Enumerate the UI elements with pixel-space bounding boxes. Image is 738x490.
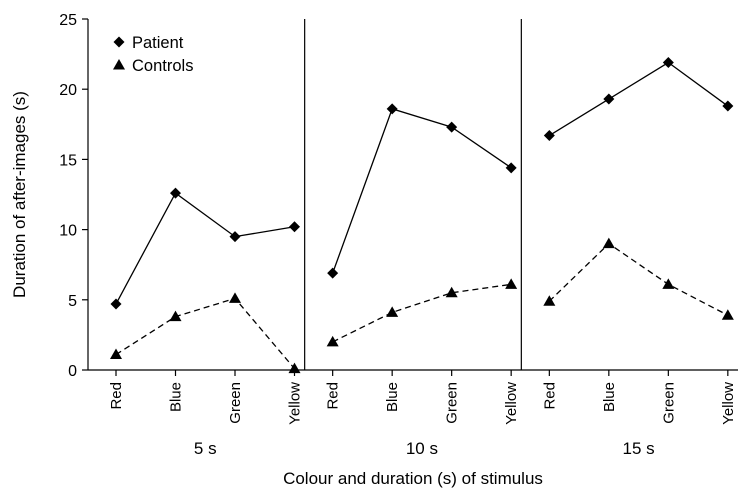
category-label-1-2: Green xyxy=(444,382,461,424)
category-label-0-0: Red xyxy=(108,382,125,410)
y-tick-label-0: 0 xyxy=(68,363,77,380)
series-patient xyxy=(110,57,734,310)
category-label-2-0: Red xyxy=(541,382,558,410)
point-controls-2-2 xyxy=(662,278,675,289)
series-layer xyxy=(110,57,734,374)
point-controls-0-2 xyxy=(229,292,241,303)
point-controls-0-0 xyxy=(110,348,122,360)
series-line-controls-2 xyxy=(548,242,729,316)
category-label-1-1: Blue xyxy=(384,382,401,412)
point-controls-0-3 xyxy=(288,362,301,374)
y-tick-label-4: 20 xyxy=(59,82,77,99)
legend-label-controls: Controls xyxy=(132,57,193,75)
point-patient-1-1 xyxy=(386,103,398,115)
point-patient-2-2 xyxy=(662,57,674,69)
point-patient-1-2 xyxy=(446,121,458,133)
category-label-2-1: Blue xyxy=(601,382,618,412)
y-tick-label-2: 10 xyxy=(59,223,77,240)
category-label-2-3: Yellow xyxy=(720,382,737,425)
category-label-0-2: Green xyxy=(227,382,244,424)
y-axis-title: Duration of after-images (s) xyxy=(10,91,29,298)
group-label-2: 15 s xyxy=(623,439,655,458)
point-patient-0-0 xyxy=(110,298,122,310)
series-line-controls-0 xyxy=(115,297,295,370)
point-controls-1-3 xyxy=(505,278,518,289)
category-label-2-2: Green xyxy=(660,382,677,424)
category-label-1-3: Yellow xyxy=(503,382,520,425)
y-tick-label-3: 15 xyxy=(59,152,77,169)
point-patient-2-3 xyxy=(722,100,734,112)
point-patient-1-0 xyxy=(327,267,339,279)
category-label-0-1: Blue xyxy=(168,382,185,412)
legend: Patient Controls xyxy=(113,34,193,75)
y-tick-label-1: 5 xyxy=(68,293,77,310)
point-controls-1-1 xyxy=(386,306,399,317)
point-controls-0-1 xyxy=(169,310,182,322)
legend-marker-patient xyxy=(113,36,125,48)
point-controls-2-1 xyxy=(602,237,615,249)
series-controls xyxy=(110,237,734,374)
point-patient-2-0 xyxy=(543,130,555,142)
series-line-controls-1 xyxy=(332,283,512,343)
x-axis-title: Colour and duration (s) of stimulus xyxy=(283,469,543,488)
point-patient-0-2 xyxy=(229,231,241,243)
series-line-patient-1 xyxy=(332,108,512,274)
point-patient-2-1 xyxy=(603,93,615,105)
point-patient-1-3 xyxy=(505,162,517,174)
point-controls-2-3 xyxy=(721,309,734,320)
labels-layer: 0 5 10 15 20 25 Red Blue Green Yellow 5 s Red Blue Gr… xyxy=(59,12,737,458)
legend-label-patient: Patient xyxy=(132,34,184,52)
point-controls-1-0 xyxy=(326,335,339,347)
group-label-1: 10 s xyxy=(406,439,438,458)
series-line-patient-2 xyxy=(548,61,729,137)
category-label-1-0: Red xyxy=(325,382,342,410)
legend-marker-controls xyxy=(113,59,125,70)
point-controls-1-2 xyxy=(445,286,458,298)
y-tick-label-5: 25 xyxy=(59,12,77,29)
series-line-patient-0 xyxy=(115,192,295,305)
point-controls-2-0 xyxy=(543,295,556,306)
group-label-0: 5 s xyxy=(194,439,217,458)
point-patient-0-3 xyxy=(289,221,300,233)
category-label-0-3: Yellow xyxy=(287,382,304,425)
point-patient-0-1 xyxy=(170,187,181,199)
axes xyxy=(82,18,738,376)
